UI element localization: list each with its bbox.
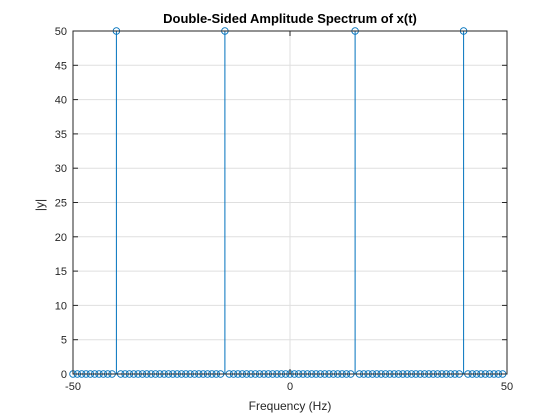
y-tick-label: 25: [55, 198, 67, 210]
y-tick-label: 50: [55, 26, 67, 38]
x-axis-label: Frequency (Hz): [249, 399, 332, 413]
x-tick-label: 50: [501, 381, 513, 393]
y-tick-label: 30: [55, 163, 67, 175]
x-tick-label: 0: [287, 381, 293, 393]
grid: [73, 31, 507, 374]
stem-series: [69, 27, 507, 378]
y-axis-label: |y|: [33, 199, 47, 211]
y-tick-label: 20: [55, 232, 67, 244]
x-tick-label: -50: [65, 381, 81, 393]
y-tick-label: 40: [55, 95, 67, 107]
y-tick-label: 35: [55, 129, 67, 141]
y-tick-label: 0: [61, 369, 67, 381]
y-tick-label: 45: [55, 60, 67, 72]
y-tick-label: 15: [55, 266, 67, 278]
chart-title: Double-Sided Amplitude Spectrum of x(t): [163, 11, 417, 26]
y-tick-label: 5: [61, 335, 67, 347]
y-tick-label: 10: [55, 300, 67, 312]
